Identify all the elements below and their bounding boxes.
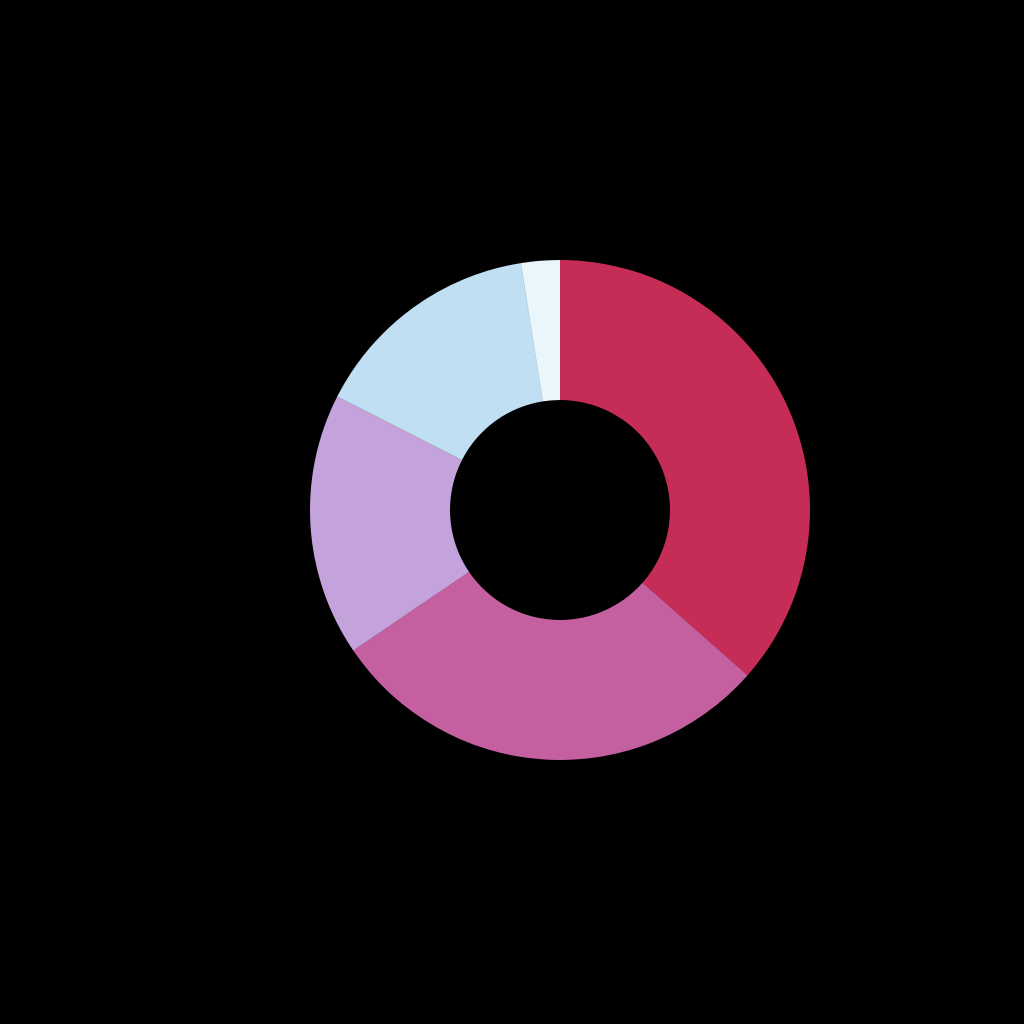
- donut-slice-1: [560, 260, 810, 675]
- donut-chart-container: [310, 260, 810, 760]
- donut-chart: [310, 260, 810, 760]
